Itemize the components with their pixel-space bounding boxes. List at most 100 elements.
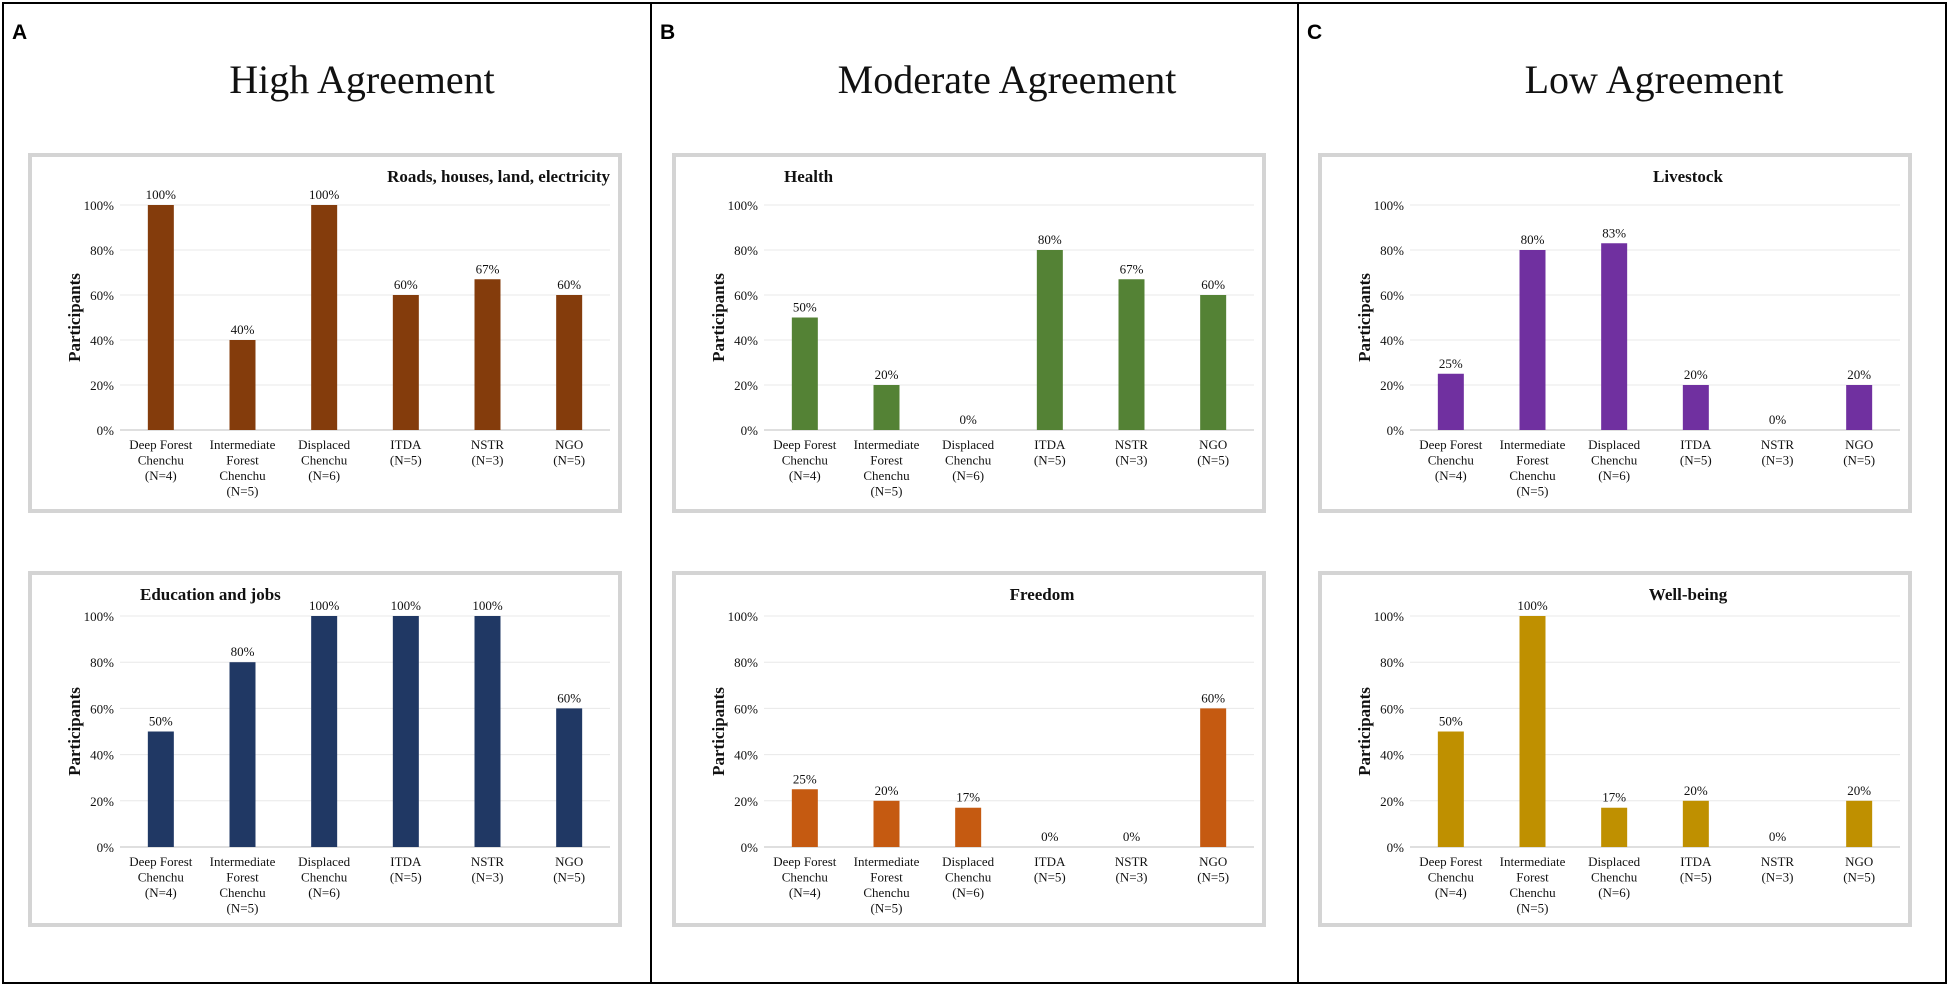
data-label: 60% (394, 277, 418, 292)
x-tick-label: (N=3) (1116, 870, 1148, 885)
chart-title: Education and jobs (140, 585, 281, 604)
x-tick-label: NGO (1199, 437, 1227, 452)
data-label: 0% (1769, 829, 1787, 844)
y-tick-label: 20% (734, 794, 758, 809)
chart-title: Freedom (1010, 585, 1075, 604)
x-tick-label: Deep Forest (1419, 437, 1483, 452)
y-tick-label: 80% (1380, 655, 1404, 670)
x-tick-label: (N=5) (1680, 870, 1712, 885)
x-tick-label: (N=6) (308, 885, 340, 900)
x-tick-label: Forest (226, 453, 259, 468)
y-tick-label: 100% (84, 198, 115, 213)
y-axis-label: Participants (65, 273, 84, 362)
x-tick-label: Deep Forest (129, 437, 193, 452)
x-tick-label: NGO (1845, 437, 1873, 452)
x-tick-label: (N=6) (952, 885, 984, 900)
x-tick-label: (N=4) (789, 468, 821, 483)
y-tick-label: 60% (1380, 288, 1404, 303)
chart-0-a-top: 0% 20% 40% 60% 80% 100% Participants Roads, hou… (28, 153, 622, 513)
bar (1036, 250, 1063, 430)
data-label: 100% (146, 187, 177, 202)
x-tick-label: (N=5) (1843, 870, 1875, 885)
bar (392, 616, 419, 847)
chart-5-c-bottom: 0% 20% 40% 60% 80% 100% Participants Well-being… (1318, 571, 1912, 927)
bar (392, 295, 419, 430)
y-tick-label: 40% (734, 333, 758, 348)
x-tick-label: (N=5) (227, 901, 259, 916)
x-tick-label: Chenchu (945, 870, 992, 885)
bar (1601, 807, 1628, 847)
x-tick-label: (N=5) (1034, 453, 1066, 468)
y-tick-label: 40% (1380, 333, 1404, 348)
x-tick-label: NSTR (1761, 854, 1795, 869)
x-tick-label: Deep Forest (1419, 854, 1483, 869)
x-tick-label: Chenchu (782, 870, 829, 885)
x-tick-label: Chenchu (1428, 870, 1475, 885)
y-tick-label: 80% (734, 243, 758, 258)
panel-b-heading: Moderate Agreement (838, 57, 1177, 102)
panel-c-heading: Low Agreement (1525, 57, 1784, 102)
x-tick-label: (N=5) (1034, 870, 1066, 885)
x-tick-label: (N=5) (871, 484, 903, 499)
x-tick-label: (N=5) (390, 453, 422, 468)
x-tick-label: Chenchu (1428, 453, 1475, 468)
x-tick-label: Chenchu (301, 870, 348, 885)
y-tick-label: 0% (97, 840, 115, 855)
y-axis-label: Participants (1355, 273, 1374, 362)
x-tick-label: (N=3) (1762, 453, 1794, 468)
y-tick-label: 20% (1380, 378, 1404, 393)
chart-4-c-top: 0% 20% 40% 60% 80% 100% Participants Livestock 2… (1318, 153, 1912, 513)
x-tick-label: Forest (226, 870, 259, 885)
x-tick-label: NGO (1845, 854, 1873, 869)
bar (791, 317, 818, 430)
panel-a-heading: High Agreement (229, 57, 495, 102)
x-tick-label: Forest (1516, 453, 1549, 468)
data-label: 60% (1201, 690, 1225, 705)
x-tick-label: (N=5) (553, 453, 585, 468)
data-label: 0% (959, 412, 977, 427)
bar (1682, 385, 1709, 430)
chart-2-b-top: 0% 20% 40% 60% 80% 100% Participants Health 50% D… (672, 153, 1266, 513)
x-tick-label: (N=5) (1517, 901, 1549, 916)
bar (147, 205, 174, 430)
x-tick-label: (N=5) (871, 901, 903, 916)
data-label: 17% (1602, 790, 1626, 805)
bar (556, 295, 583, 430)
x-tick-label: Displaced (1588, 854, 1640, 869)
x-tick-label: (N=3) (1762, 870, 1794, 885)
bar (229, 340, 256, 430)
x-tick-label: ITDA (390, 854, 422, 869)
x-tick-label: (N=4) (145, 885, 177, 900)
y-tick-label: 80% (90, 655, 114, 670)
y-tick-label: 100% (728, 198, 759, 213)
bar (474, 616, 501, 847)
data-label: 0% (1769, 412, 1787, 427)
x-tick-label: (N=4) (1435, 885, 1467, 900)
x-tick-label: NSTR (1115, 854, 1149, 869)
data-label: 50% (1439, 714, 1463, 729)
y-tick-label: 0% (1387, 423, 1405, 438)
chart-title: Health (784, 167, 834, 186)
chart-1-a-bottom: 0% 20% 40% 60% 80% 100% Participants Education … (28, 571, 622, 927)
x-tick-label: ITDA (1680, 437, 1712, 452)
y-tick-label: 100% (1374, 609, 1405, 624)
x-tick-label: Intermediate (210, 437, 276, 452)
x-tick-label: (N=6) (1598, 885, 1630, 900)
panel-letter-b: B (660, 21, 675, 44)
x-tick-label: Chenchu (138, 870, 185, 885)
bar (791, 789, 818, 847)
bar (311, 205, 338, 430)
y-tick-label: 60% (90, 288, 114, 303)
x-tick-label: Displaced (1588, 437, 1640, 452)
bar (873, 800, 900, 847)
x-tick-label: (N=5) (1197, 870, 1229, 885)
chart-title: Well-being (1649, 585, 1728, 604)
y-tick-label: 40% (734, 748, 758, 763)
x-tick-label: (N=4) (789, 885, 821, 900)
data-label: 67% (1120, 261, 1144, 276)
x-tick-label: Intermediate (210, 854, 276, 869)
x-tick-label: (N=3) (1116, 453, 1148, 468)
data-label: 67% (476, 261, 500, 276)
x-tick-label: (N=6) (308, 468, 340, 483)
x-tick-label: Intermediate (1500, 437, 1566, 452)
